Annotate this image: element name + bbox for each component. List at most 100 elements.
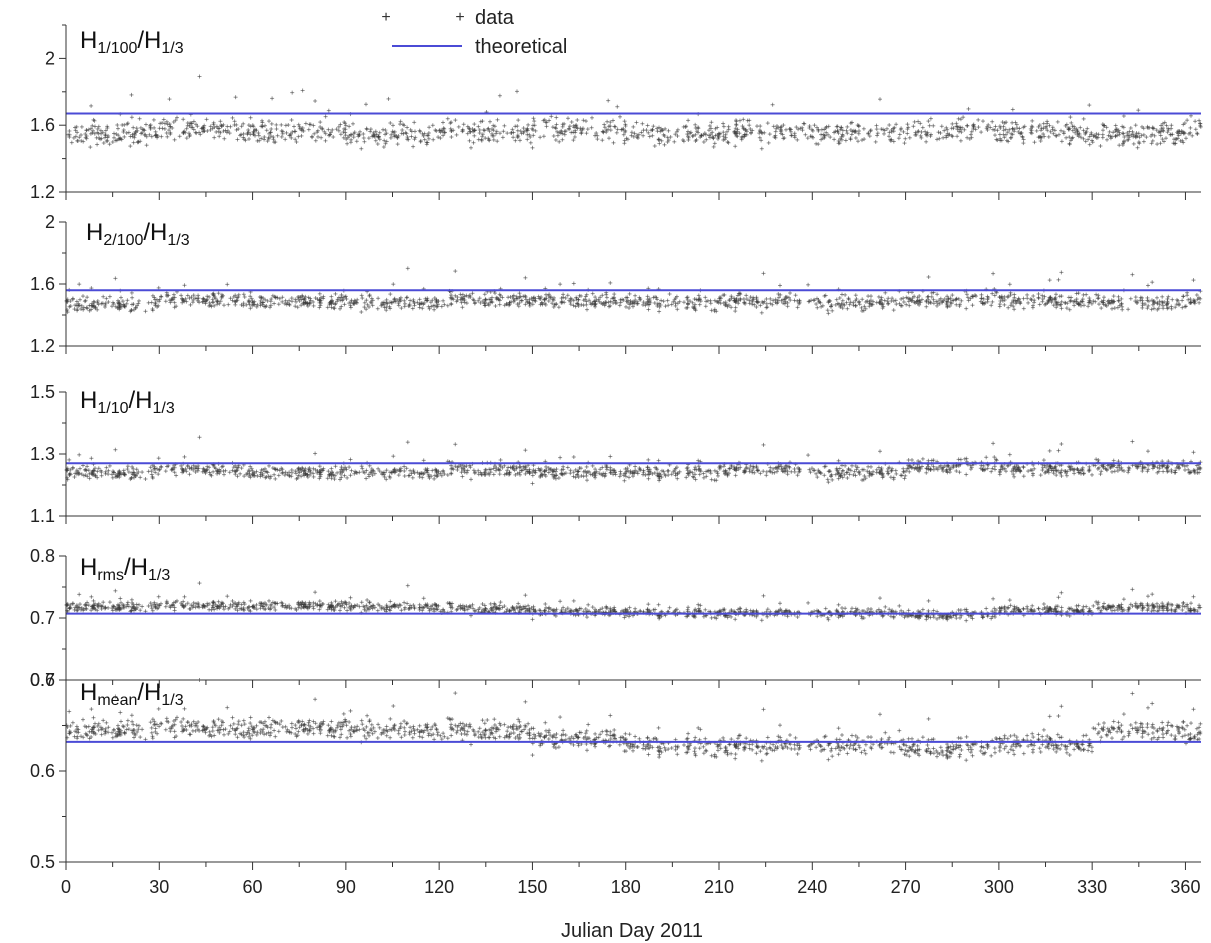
data-point: [561, 296, 563, 301]
data-point: [106, 126, 108, 130]
data-point: [575, 123, 577, 128]
data-point: [634, 131, 635, 136]
data-point: [975, 127, 977, 132]
data-point: [307, 304, 309, 309]
data-point: [391, 300, 393, 305]
data-point: [1181, 298, 1183, 303]
data-point: [544, 117, 546, 122]
data-point: [414, 301, 415, 306]
data-point: [419, 128, 421, 133]
data-point: [660, 303, 662, 307]
data-point: [1010, 131, 1012, 136]
data-point: [698, 293, 700, 298]
data-point: [1071, 136, 1073, 141]
data-point: [699, 135, 701, 140]
data-point: [624, 122, 626, 127]
data-point: [117, 126, 119, 131]
data-point: [694, 122, 696, 127]
data-point: [674, 132, 676, 137]
data-point: [697, 126, 699, 131]
data-point: [355, 300, 357, 305]
data-point: [348, 133, 350, 138]
data-point: [616, 104, 618, 109]
data-point: [794, 133, 796, 138]
data-point: [1082, 297, 1084, 302]
data-point: [1012, 107, 1014, 112]
data-point: [654, 294, 656, 299]
data-point: [540, 302, 541, 307]
data-point: [493, 137, 495, 142]
data-point: [1011, 300, 1013, 305]
data-point: [396, 298, 398, 303]
data-point: [694, 132, 696, 137]
data-point: [98, 136, 100, 140]
data-point: [216, 302, 218, 307]
data-point: [826, 124, 827, 129]
data-point: [886, 126, 888, 131]
data-point: [712, 136, 714, 141]
data-point: [895, 122, 897, 127]
data-point: [609, 120, 611, 125]
data-point: [113, 135, 115, 140]
data-point: [105, 296, 107, 301]
data-point: [1054, 296, 1056, 301]
data-point: [772, 102, 774, 107]
data-point: [479, 131, 481, 135]
data-point: [1032, 305, 1034, 310]
data-point: [165, 299, 167, 304]
data-point: [1144, 302, 1146, 307]
data-point: [424, 296, 426, 301]
data-point: [989, 125, 991, 130]
data-point: [911, 298, 913, 303]
data-point: [779, 292, 781, 297]
data-point: [243, 137, 245, 142]
data-point: [131, 92, 132, 97]
data-point: [839, 296, 841, 300]
data-point: [1022, 141, 1024, 146]
data-point: [933, 301, 935, 306]
data-point: [404, 304, 406, 309]
data-point: [838, 141, 840, 146]
data-point: [1031, 128, 1032, 133]
data-point: [139, 139, 141, 144]
data-point: [1162, 300, 1163, 305]
data-point: [377, 134, 379, 139]
data-point: [79, 297, 81, 302]
data-point: [129, 309, 131, 314]
data-point: [510, 295, 511, 299]
data-point: [865, 306, 867, 311]
data-point: [586, 292, 588, 297]
data-point: [450, 126, 452, 131]
data-point: [129, 134, 131, 139]
data-point: [1147, 124, 1148, 129]
data-point: [1163, 300, 1165, 305]
data-point: [344, 121, 346, 126]
data-point: [667, 135, 669, 140]
data-point: [169, 97, 170, 102]
data-point: [148, 132, 150, 137]
data-point: [863, 126, 865, 131]
data-point: [1100, 144, 1101, 148]
data-point: [299, 299, 301, 303]
data-point: [1162, 126, 1164, 131]
data-point: [920, 135, 922, 140]
data-point: [558, 130, 560, 135]
data-point: [780, 125, 782, 130]
data-point: [268, 131, 270, 136]
data-point: [880, 127, 882, 132]
data-point: [263, 135, 265, 139]
data-point: [803, 121, 805, 126]
data-point: [406, 125, 408, 130]
data-point: [1005, 132, 1007, 137]
data-point: [697, 130, 699, 135]
data-point: [965, 306, 967, 311]
data-point: [235, 122, 237, 127]
data-point: [1106, 125, 1108, 130]
data-point: [852, 303, 854, 308]
data-point: [674, 297, 676, 302]
data-point: [502, 129, 504, 134]
data-point: [667, 140, 669, 144]
data-point: [784, 301, 786, 306]
data-point: [624, 138, 626, 143]
data-point: [902, 296, 904, 301]
